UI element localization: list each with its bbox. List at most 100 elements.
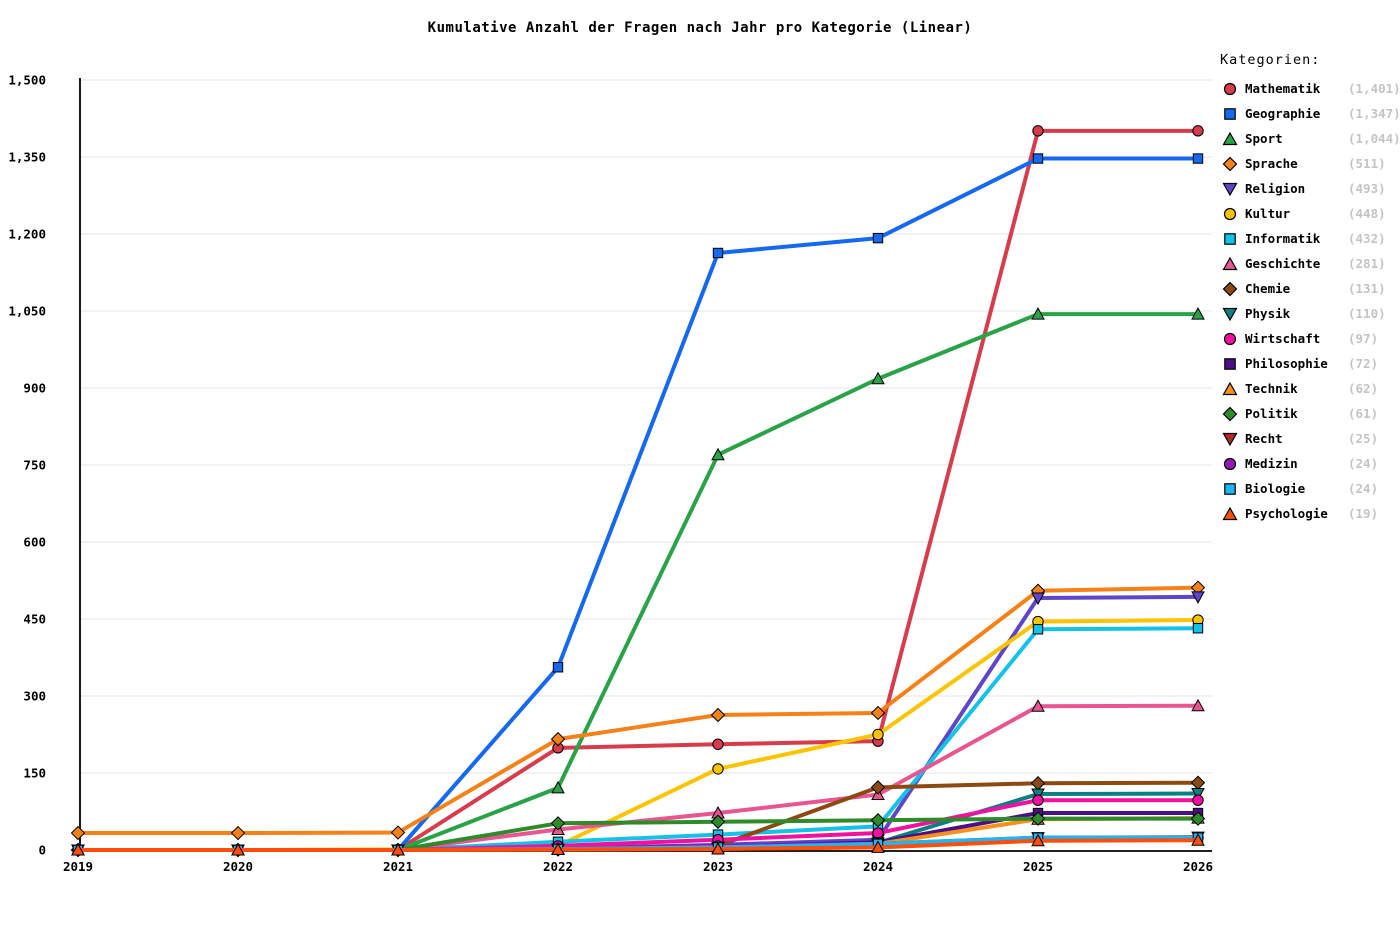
circle-marker-icon <box>1223 82 1237 95</box>
series-psychologie <box>71 833 1205 856</box>
circle-marker-glyph <box>1223 82 1237 95</box>
triangle-marker-icon <box>551 780 565 794</box>
legend-label: Technik <box>1245 381 1298 396</box>
legend-label: Kultur <box>1245 206 1291 221</box>
series-line-religion <box>78 594 1199 852</box>
diamond-marker-icon <box>870 813 886 828</box>
series-mathematik <box>72 125 1204 856</box>
y-tick-label: 450 <box>23 612 46 627</box>
legend-item-recht: Recht (25) <box>1220 426 1400 451</box>
legend-label: Geschichte <box>1245 256 1321 271</box>
diamond-marker-glyph <box>1222 156 1238 171</box>
triangle-marker-glyph <box>1222 256 1238 270</box>
diamond-marker-icon <box>710 707 726 723</box>
x-tick-label: 2023 <box>703 859 733 874</box>
triangle-down-marker-glyph <box>1222 307 1238 321</box>
legend-label: Religion <box>1245 181 1306 196</box>
triangle-marker-icon <box>1222 381 1238 395</box>
legend-count: (97) <box>1348 331 1379 346</box>
x-tick-label: 2025 <box>1023 859 1053 874</box>
circle-marker-icon <box>1223 332 1237 345</box>
triangle-marker-icon <box>1191 698 1205 712</box>
legend-label: Physik <box>1245 306 1291 321</box>
legend-label: Psychologie <box>1245 506 1328 521</box>
diamond-marker-icon <box>1190 775 1206 790</box>
circle-marker-icon <box>712 763 724 775</box>
triangle-marker-icon <box>1031 699 1045 712</box>
circle-marker-icon <box>1223 457 1237 470</box>
square-marker-icon <box>1224 232 1236 245</box>
y-tick-label: 600 <box>23 535 46 550</box>
legend-count: (1,401) <box>1348 81 1400 96</box>
legend-item-wirtschaft: Wirtschaft (97) <box>1220 326 1400 351</box>
series-line-informatik <box>78 626 1199 852</box>
legend-label: Chemie <box>1245 281 1291 296</box>
triangle-marker-icon <box>1191 833 1205 846</box>
y-tick-label: 1,350 <box>8 150 46 165</box>
x-tick-label: 2024 <box>863 859 893 874</box>
legend-item-informatik: Informatik (432) <box>1220 226 1400 251</box>
diamond-marker-icon <box>1030 811 1046 826</box>
triangle-down-marker-icon <box>1222 182 1238 196</box>
legend-count: (19) <box>1348 506 1379 521</box>
circle-marker-icon <box>1192 125 1204 137</box>
legend-item-sprache: Sprache (511) <box>1220 151 1400 176</box>
square-marker-icon <box>1224 482 1236 495</box>
y-tick-label: 750 <box>23 458 46 473</box>
series-line-psychologie <box>78 838 1199 852</box>
y-tick-label: 300 <box>23 689 46 704</box>
legend-label: Philosophie <box>1245 356 1328 371</box>
legend-label: Geographie <box>1245 106 1321 121</box>
circle-marker-icon <box>1032 794 1044 806</box>
square-marker-icon <box>1032 624 1044 635</box>
legend-count: (25) <box>1348 431 1379 446</box>
y-tick-label: 1,200 <box>8 227 46 242</box>
diamond-marker-icon <box>550 816 566 831</box>
legend-item-psychologie: Psychologie (19) <box>1220 501 1400 526</box>
legend-item-technik: Technik (62) <box>1220 376 1400 401</box>
circle-marker-icon <box>872 728 884 741</box>
legend-label: Sport <box>1245 131 1283 146</box>
x-tick-label: 2022 <box>543 859 573 874</box>
legend-item-chemie: Chemie (131) <box>1220 276 1400 301</box>
legend-item-religion: Religion (493) <box>1220 176 1400 201</box>
diamond-marker-icon <box>550 731 566 747</box>
circle-marker-icon <box>1192 794 1204 806</box>
legend-item-medizin: Medizin (24) <box>1220 451 1400 476</box>
triangle-marker-icon <box>231 842 245 856</box>
triangle-marker-icon <box>871 840 885 853</box>
square-marker-glyph <box>1224 232 1236 245</box>
y-tick-label: 1,500 <box>8 73 46 88</box>
circle-marker-glyph <box>1223 207 1237 220</box>
y-tick-label: 900 <box>23 381 46 396</box>
triangle-marker-icon <box>1222 256 1238 270</box>
diamond-marker-icon <box>870 780 886 795</box>
legend-item-sport: Sport (1,044) <box>1220 126 1400 151</box>
series-geographie <box>72 153 1204 856</box>
diamond-marker-icon <box>230 825 246 841</box>
square-marker-icon <box>712 247 724 259</box>
legend-label: Wirtschaft <box>1245 331 1321 346</box>
circle-marker-glyph <box>1223 332 1237 345</box>
legend-count: (1,347) <box>1348 106 1400 121</box>
diamond-marker-glyph <box>1222 406 1238 421</box>
diamond-marker-icon <box>1222 281 1238 296</box>
triangle-marker-icon <box>711 841 725 855</box>
legend-label: Biologie <box>1245 481 1306 496</box>
circle-marker-icon <box>1032 125 1044 137</box>
legend-title: Kategorien: <box>1220 52 1321 68</box>
square-marker-icon <box>1224 107 1236 120</box>
legend-item-geographie: Geographie (1,347) <box>1220 101 1400 126</box>
x-tick-label: 2020 <box>223 859 253 874</box>
legend-count: (110) <box>1348 306 1386 321</box>
legend-count: (24) <box>1348 481 1379 496</box>
square-marker-icon <box>872 232 884 244</box>
series-line-mathematik <box>78 128 1198 852</box>
triangle-marker-icon <box>1191 307 1205 320</box>
triangle-down-marker-icon <box>1191 788 1205 801</box>
circle-marker-icon <box>1223 207 1237 220</box>
legend-count: (448) <box>1348 206 1386 221</box>
diamond-marker-icon <box>1190 811 1206 826</box>
legend-count: (281) <box>1348 256 1386 271</box>
diamond-marker-icon <box>1222 156 1238 171</box>
